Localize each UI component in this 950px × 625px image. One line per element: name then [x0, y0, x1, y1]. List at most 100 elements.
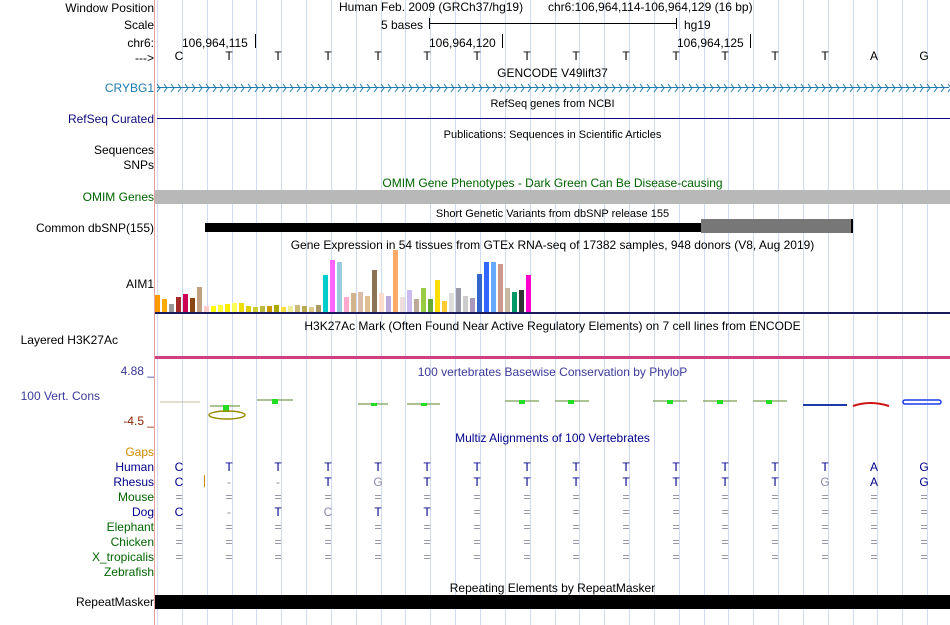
- gtex-tissue-bar[interactable]: [183, 294, 188, 312]
- gtex-tissue-bar[interactable]: [358, 292, 363, 312]
- gtex-tissue-bar[interactable]: [435, 280, 440, 312]
- alignment-base: T: [473, 475, 481, 489]
- gtex-tissue-bar[interactable]: [456, 288, 461, 312]
- sequences-track-label[interactable]: Sequences: [93, 143, 154, 157]
- gtex-tissue-bar[interactable]: [302, 306, 307, 312]
- alignment-base: =: [672, 490, 680, 504]
- gtex-tissue-bar[interactable]: [442, 301, 447, 312]
- gtex-tissue-bar[interactable]: [393, 250, 398, 312]
- gtex-track-label[interactable]: AIM1: [125, 277, 154, 291]
- gtex-tissue-bar[interactable]: [225, 304, 230, 312]
- gtex-tissue-bar[interactable]: [477, 274, 482, 312]
- cons-wiggle-plot[interactable]: [155, 392, 950, 422]
- gtex-tissue-bar[interactable]: [295, 305, 300, 312]
- base-letter: T: [225, 49, 233, 63]
- alignment-base: =: [870, 490, 878, 504]
- gtex-tissue-bar[interactable]: [365, 296, 370, 312]
- gtex-tissue-bar[interactable]: [386, 296, 391, 312]
- gtex-tissue-bar[interactable]: [190, 298, 195, 312]
- gtex-tissue-bar[interactable]: [155, 295, 160, 312]
- gtex-tissue-bar[interactable]: [316, 305, 321, 312]
- dbsnp-variant-bar-gray[interactable]: [701, 219, 853, 233]
- gtex-tissue-bar[interactable]: [211, 306, 216, 312]
- alignment-base: =: [523, 520, 531, 534]
- gtex-tissue-bar[interactable]: [218, 305, 223, 312]
- gtex-tissue-bar[interactable]: [288, 306, 293, 312]
- gtex-tissue-bar[interactable]: [470, 298, 475, 312]
- gtex-tissue-bar[interactable]: [526, 275, 531, 312]
- species-label-human: Human: [115, 460, 154, 474]
- window-position-label: Window Position: [65, 1, 154, 15]
- gtex-tissue-bar[interactable]: [519, 290, 524, 312]
- gtex-tissue-bar[interactable]: [281, 307, 286, 312]
- cons-track-label[interactable]: 100 Vert. Cons: [20, 389, 100, 403]
- gtex-tissue-bar[interactable]: [246, 306, 251, 312]
- gtex-tissue-bar[interactable]: [169, 304, 174, 312]
- alignment-base: =: [920, 520, 928, 534]
- alignment-base: T: [225, 460, 233, 474]
- repeatmasker-track-label[interactable]: RepeatMasker: [75, 595, 154, 609]
- crybg1-gene-feature[interactable]: [155, 81, 950, 95]
- alignment-base: =: [721, 550, 729, 564]
- omim-track-label[interactable]: OMIM Genes: [82, 190, 154, 204]
- refseq-gene-line[interactable]: [157, 118, 950, 119]
- gtex-tissue-bar[interactable]: [176, 297, 181, 312]
- alignment-base: T: [374, 460, 382, 474]
- gtex-tissue-bar[interactable]: [267, 306, 272, 312]
- scale-db: hg19: [684, 18, 711, 32]
- gtex-tissue-bar[interactable]: [379, 293, 384, 312]
- gtex-tissue-bar[interactable]: [162, 299, 167, 312]
- alignment-base: =: [225, 550, 233, 564]
- browser-image-panel[interactable]: Human Feb. 2009 (GRCh37/hg19) chr6:106,9…: [155, 0, 950, 625]
- gtex-tissue-bar[interactable]: [407, 290, 412, 312]
- alignment-base: =: [324, 490, 332, 504]
- gtex-tissue-bar[interactable]: [197, 287, 202, 312]
- gtex-tissue-bar[interactable]: [232, 303, 237, 312]
- alignment-base: =: [920, 490, 928, 504]
- alignment-base: T: [622, 475, 630, 489]
- base-letter: A: [869, 49, 878, 63]
- gtex-tissue-bar[interactable]: [449, 293, 454, 312]
- gtex-tissue-bar[interactable]: [498, 264, 503, 312]
- gtex-tissue-bar[interactable]: [421, 288, 426, 312]
- gtex-tissue-bar[interactable]: [239, 303, 244, 312]
- gtex-tissue-bar[interactable]: [351, 293, 356, 312]
- gencode-track-label[interactable]: CRYBG1: [104, 81, 154, 95]
- alignment-base: =: [672, 520, 680, 534]
- assembly-name: Human Feb. 2009 (GRCh37/hg19): [339, 0, 524, 14]
- repeatmasker-element[interactable]: [155, 595, 950, 609]
- gtex-tissue-bar[interactable]: [253, 307, 258, 312]
- species-label-xtropicalis: X_tropicalis: [91, 550, 154, 564]
- gtex-tissue-bar[interactable]: [204, 306, 209, 312]
- gtex-tissue-bar[interactable]: [512, 292, 517, 312]
- gtex-tissue-bar[interactable]: [323, 275, 328, 312]
- gtex-tissue-bar[interactable]: [428, 299, 433, 312]
- base-letter: T: [572, 49, 580, 63]
- alignment-base: =: [622, 490, 630, 504]
- alignment-base: T: [622, 460, 630, 474]
- alignment-base: =: [473, 505, 481, 519]
- gtex-tissue-bar[interactable]: [260, 306, 265, 312]
- snps-track-label[interactable]: SNPs: [123, 158, 154, 172]
- gtex-tissue-bar[interactable]: [337, 262, 342, 312]
- gtex-tissue-bar[interactable]: [330, 260, 335, 312]
- gtex-tissue-bar[interactable]: [309, 307, 314, 312]
- dbsnp-track-label[interactable]: Common dbSNP(155): [35, 221, 154, 235]
- h3k27ac-signal[interactable]: [155, 356, 950, 359]
- gtex-bar-graph[interactable]: [155, 250, 535, 312]
- alignment-row: = = = = = = = = = = = = = = = =: [155, 535, 950, 549]
- gtex-tissue-bar[interactable]: [484, 262, 489, 312]
- gtex-tissue-bar[interactable]: [400, 297, 405, 312]
- gtex-tissue-bar[interactable]: [505, 288, 510, 312]
- refseq-track-label[interactable]: RefSeq Curated: [67, 112, 154, 126]
- gtex-tissue-bar[interactable]: [344, 297, 349, 312]
- gtex-tissue-bar[interactable]: [372, 270, 377, 312]
- omim-gene-feature[interactable]: [155, 190, 950, 204]
- gtex-tissue-bar[interactable]: [463, 296, 468, 312]
- gtex-tissue-bar[interactable]: [414, 299, 419, 312]
- h3k27ac-track-label[interactable]: Layered H3K27Ac: [20, 333, 118, 347]
- gtex-tissue-bar[interactable]: [491, 262, 496, 312]
- dbsnp-variant-bar[interactable]: [205, 223, 851, 232]
- alignment-base: T: [672, 460, 680, 474]
- gtex-tissue-bar[interactable]: [274, 305, 279, 312]
